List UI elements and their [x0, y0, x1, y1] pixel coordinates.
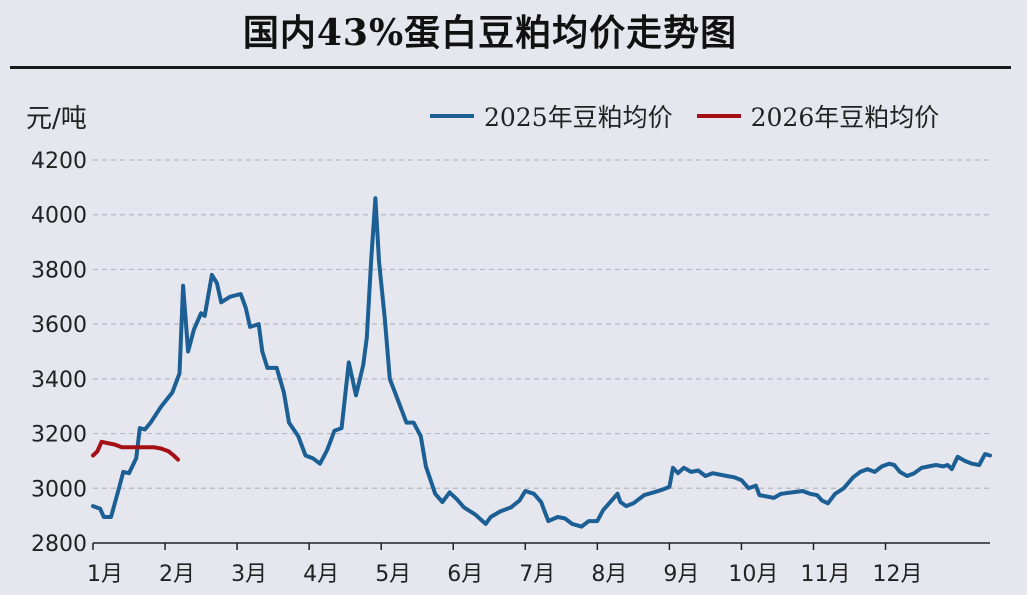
series-line-1 [91, 439, 180, 462]
y-tick-label: 3000 [31, 477, 87, 502]
legend-label-2026: 2026年豆粕均价 [750, 103, 940, 132]
x-tick-label: 12月 [873, 562, 923, 587]
y-tick-label: 3200 [31, 423, 87, 448]
x-tick-label: 4月 [303, 562, 339, 587]
legend-item-2026: 2026年豆粕均价 [696, 98, 940, 134]
legend-swatch-2026 [696, 114, 741, 118]
y-tick-label: 3600 [31, 313, 87, 338]
y-tick-label: 3800 [31, 258, 87, 283]
x-tick-label: 7月 [519, 562, 555, 587]
title-divider [10, 66, 1011, 69]
x-tick-label: 5月 [375, 562, 411, 587]
y-tick-label: 4000 [31, 204, 87, 229]
x-tick-label: 11月 [800, 562, 850, 587]
x-tick-label: 1月 [87, 562, 123, 587]
chart-title: 国内43%蛋白豆粕均价走势图 [242, 12, 738, 54]
x-tick-label: 2月 [159, 562, 195, 587]
chart-legend: 2025年豆粕均价 2026年豆粕均价 [430, 98, 963, 134]
x-tick-label: 6月 [447, 562, 483, 587]
y-tick-label: 3400 [31, 368, 87, 393]
series-line-0 [91, 196, 992, 529]
legend-swatch-2025 [430, 114, 474, 118]
y-axis-unit-label: 元/吨 [26, 104, 87, 134]
x-tick-label: 10月 [728, 562, 778, 587]
y-tick-label: 2800 [31, 532, 87, 557]
legend-label-2025: 2025年豆粕均价 [484, 103, 673, 132]
x-tick-label: 8月 [591, 562, 627, 587]
y-tick-label: 4200 [31, 149, 87, 174]
x-tick-label: 9月 [663, 562, 699, 587]
legend-item-2025: 2025年豆粕均价 [430, 98, 673, 134]
x-tick-label: 3月 [231, 562, 267, 587]
